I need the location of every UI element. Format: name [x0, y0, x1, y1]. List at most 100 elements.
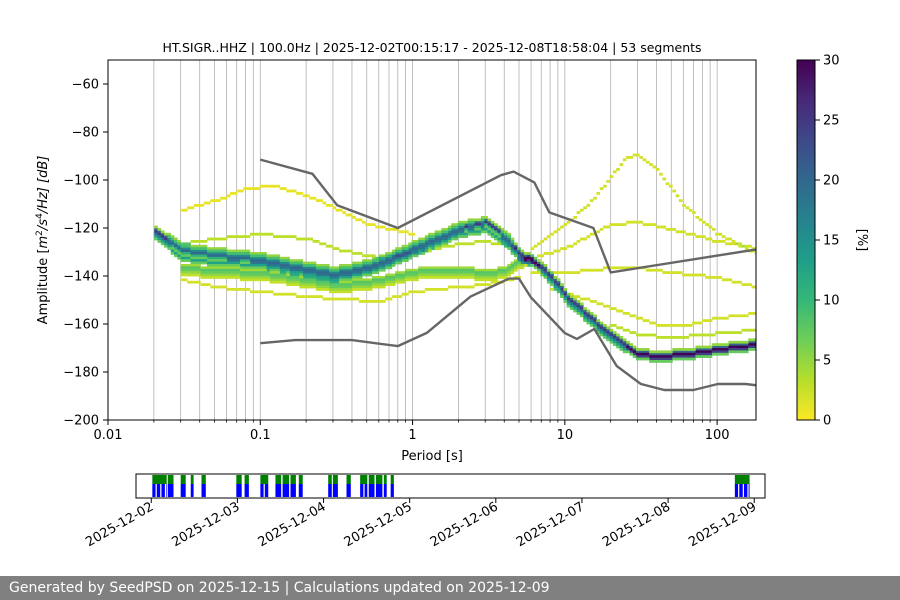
- psd-cell: [652, 333, 657, 337]
- psd-cell: [418, 244, 422, 248]
- psd-cell: [675, 357, 680, 361]
- psd-cell: [414, 290, 419, 294]
- psd-cell: [167, 235, 172, 238]
- psd-cell: [738, 244, 742, 248]
- psd-cell: [160, 235, 165, 238]
- psd-cell: [484, 276, 488, 279]
- psd-cell: [174, 237, 178, 241]
- psd-cell: [190, 254, 195, 258]
- psd-cell: [451, 276, 455, 279]
- psd-cell: [355, 218, 360, 222]
- psd-cell: [500, 273, 505, 277]
- psd-cell: [345, 276, 350, 279]
- psd-cell: [216, 199, 221, 202]
- psd-cell: [220, 285, 224, 289]
- psd-cell: [170, 235, 175, 238]
- psd-cell: [296, 261, 300, 265]
- psd-cell: [236, 249, 241, 253]
- psd-cell: [447, 271, 452, 274]
- psd-cell: [451, 271, 455, 274]
- psd-cell: [296, 237, 300, 241]
- psd-cell: [725, 345, 729, 349]
- psd-cell: [698, 321, 703, 325]
- psd-cell: [355, 266, 360, 270]
- psd-cell: [414, 240, 419, 243]
- psd-cell: [457, 235, 462, 238]
- psd-cell: [494, 237, 498, 241]
- psd-cell: [603, 225, 607, 229]
- psd-cell: [553, 280, 558, 284]
- psd-cell: [487, 220, 492, 224]
- psd-cell: [645, 319, 650, 322]
- psd-cell: [372, 264, 376, 267]
- psd-cell: [546, 273, 551, 277]
- psd-cell: [444, 273, 449, 277]
- psd-cell: [200, 268, 205, 272]
- psd-cell: [513, 254, 518, 258]
- psd-cell: [688, 232, 693, 236]
- psd-cell: [193, 273, 198, 277]
- psd-cell: [725, 242, 729, 246]
- psd-cell: [259, 261, 264, 265]
- psd-cell: [431, 235, 436, 238]
- psd-cell: [289, 266, 294, 270]
- psd-cell: [243, 261, 247, 265]
- psd-cell: [388, 261, 393, 265]
- psd-cell: [632, 331, 637, 334]
- psd-cell: [391, 295, 396, 298]
- axes: 0.01 0.1 1 10 100−60−80−100−120−140−160−180−…: [63, 78, 729, 444]
- psd-cell: [391, 261, 396, 265]
- psd-cell: [682, 230, 686, 234]
- psd-cell: [708, 225, 713, 229]
- psd-cell: [738, 345, 742, 349]
- psd-cell: [414, 254, 419, 258]
- psd-cell: [708, 333, 713, 337]
- psd-cell: [484, 278, 488, 282]
- psd-cell: [685, 355, 690, 358]
- psd-cell: [441, 228, 445, 231]
- psd-cell: [659, 360, 663, 363]
- psd-cell: [672, 271, 676, 274]
- psd-cell: [705, 276, 709, 279]
- psd-cell: [203, 254, 208, 258]
- psd-cell: [652, 223, 657, 226]
- psd-cell: [385, 266, 389, 270]
- psd-cell: [381, 268, 386, 272]
- psd-cell: [210, 266, 214, 270]
- psd-cell: [441, 232, 445, 236]
- psd-cell: [289, 278, 294, 282]
- psd-cell: [428, 273, 432, 277]
- psd-cell: [269, 276, 274, 279]
- psd-cell: [200, 283, 205, 286]
- psd-cell: [652, 321, 657, 325]
- psd-cell: [249, 232, 254, 236]
- psd-cell: [731, 340, 736, 344]
- psd-cell: [748, 312, 752, 315]
- psd-cell: [312, 264, 317, 267]
- psd-cell: [659, 352, 663, 356]
- psd-cell: [378, 259, 383, 262]
- psd-cell: [754, 312, 756, 315]
- psd-cell: [240, 278, 244, 282]
- psd-cell: [586, 204, 591, 207]
- psd-cell: [665, 355, 670, 358]
- psd-cell: [540, 266, 544, 270]
- psd-cell: [748, 345, 752, 349]
- psd-cell: [299, 285, 304, 289]
- psd-cell: [487, 230, 492, 234]
- psd-cell: [586, 314, 591, 318]
- psd-cell: [203, 266, 208, 270]
- psd-cell: [368, 268, 373, 272]
- psd-cell: [190, 266, 195, 270]
- psd-cell: [609, 328, 614, 332]
- psd-cell: [187, 254, 191, 258]
- psd-cell: [197, 204, 201, 207]
- psd-cell: [497, 240, 502, 243]
- psd-cell: [322, 283, 327, 286]
- psd-cell: [428, 249, 432, 253]
- psd-cell: [546, 280, 551, 284]
- psd-cell: [253, 273, 257, 277]
- psd-cell: [461, 223, 465, 226]
- psd-cell: [266, 273, 271, 277]
